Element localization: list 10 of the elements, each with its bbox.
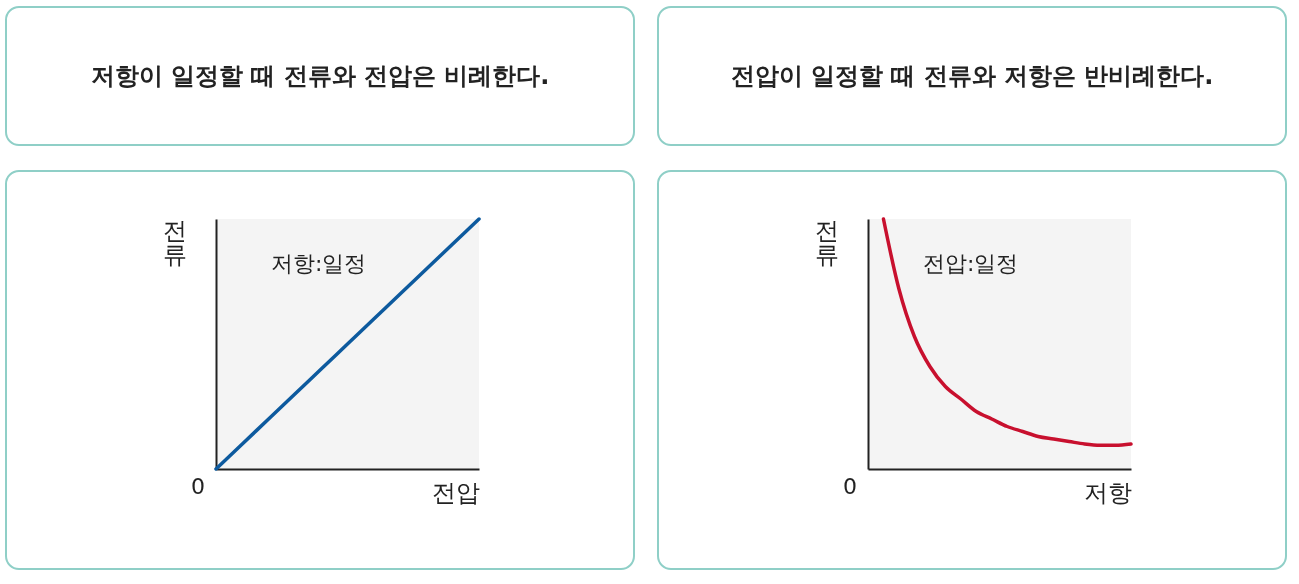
text: 0 — [191, 474, 205, 499]
x-axis-title: 저항 — [1083, 478, 1132, 507]
x-axis-title: 전압 — [431, 478, 480, 507]
chart-title: 저항이 일정할 때 전류와 전압은 비례한다. — [5, 6, 635, 146]
annotation: 저항:일정 — [271, 251, 367, 276]
annotation: 전압:일정 — [923, 251, 1019, 276]
text: 0 — [843, 474, 857, 499]
chart-title: 전압이 일정할 때 전류와 저항은 반비례한다. — [657, 6, 1287, 146]
y-axis-title: 전류 — [162, 216, 187, 269]
y-axis-title: 전류 — [814, 216, 839, 269]
